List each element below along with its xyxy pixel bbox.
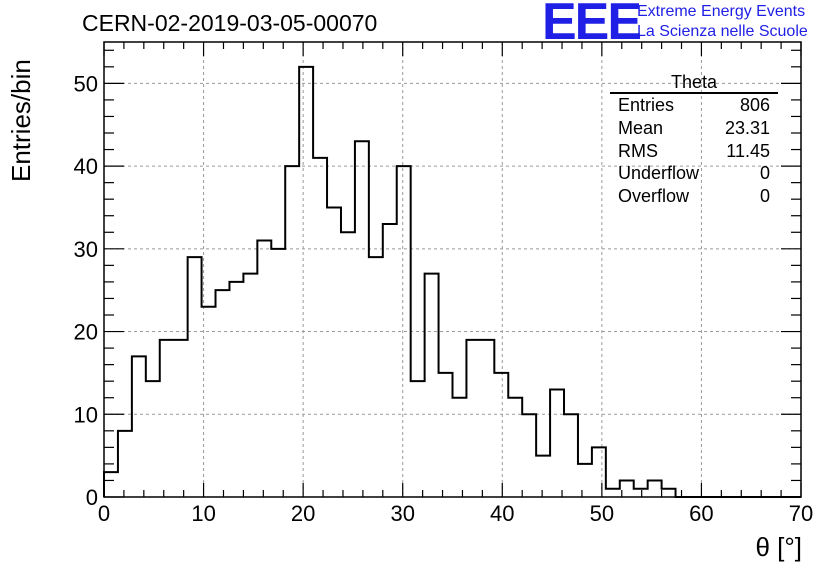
plot-frame	[103, 41, 802, 498]
stats-value: 23.31	[724, 117, 770, 138]
histogram-bin	[397, 166, 411, 497]
x-axis-title: θ [°]	[755, 532, 802, 562]
histogram-bin	[592, 447, 606, 497]
histogram-bin	[648, 480, 662, 497]
histogram-bin	[522, 414, 536, 497]
histogram-bin	[662, 489, 676, 497]
stats-row-mean: Mean 23.31	[610, 117, 778, 140]
logo-subtitle-line2: La Scienza nelle Scuole	[637, 23, 808, 40]
histogram-bin	[620, 480, 634, 497]
stats-value: 0	[759, 186, 770, 207]
stats-value: 806	[739, 95, 770, 115]
histogram-bin	[606, 489, 620, 497]
histogram-bin	[271, 249, 285, 497]
histogram-bin	[453, 398, 467, 497]
histogram-bin	[313, 158, 327, 497]
histogram-bin	[550, 389, 564, 497]
histogram-bin	[299, 67, 313, 497]
x-tick-label: 10	[191, 501, 215, 526]
y-tick-label: 50	[74, 71, 98, 96]
y-tick-label: 0	[86, 485, 98, 510]
histogram-bin	[174, 340, 188, 497]
histogram-bin	[118, 431, 132, 497]
stats-value: 0	[759, 163, 770, 184]
y-tick-label: 20	[74, 320, 98, 345]
histogram-bin	[257, 241, 271, 497]
x-tick-label: 70	[789, 501, 813, 526]
histogram-bin	[508, 398, 522, 497]
stats-label: Overflow	[618, 186, 690, 207]
histogram-bin	[341, 232, 355, 497]
histogram-bin	[243, 274, 257, 497]
histogram-bin	[466, 340, 480, 497]
x-tick-label: 40	[490, 501, 514, 526]
stats-label: RMS	[618, 140, 658, 161]
histogram-bin	[202, 307, 216, 497]
x-tick-label: 20	[291, 501, 315, 526]
y-tick-label: 30	[74, 237, 98, 262]
stats-label: Entries	[618, 95, 675, 115]
y-tick-label: 10	[74, 402, 98, 427]
stats-row-entries: Entries 806	[610, 94, 778, 117]
x-tick-label: 50	[590, 501, 614, 526]
histogram-bin	[578, 464, 592, 497]
stats-row-rms: RMS 11.45	[610, 140, 778, 163]
x-tick-label: 30	[390, 501, 414, 526]
histogram-bin	[383, 224, 397, 497]
stats-box: Theta Entries 806 Mean 23.31 RMS 11.45 U…	[610, 72, 778, 208]
histogram-bin	[146, 381, 160, 497]
histogram-bin	[369, 257, 383, 497]
histogram-bin	[188, 257, 202, 497]
stats-value: 11.45	[726, 140, 770, 161]
stats-label: Underflow	[618, 163, 700, 184]
histogram-series-line	[103, 65, 801, 498]
histogram-bin	[480, 340, 494, 497]
histogram-bin	[285, 166, 299, 497]
stats-label: Mean	[618, 117, 664, 138]
eee-logo-mark: EEE	[542, 0, 642, 51]
histogram-bin	[229, 282, 243, 497]
histogram-bin	[564, 414, 578, 497]
x-tick-label: 0	[98, 501, 110, 526]
histogram-bin	[160, 340, 174, 497]
histogram-bin	[216, 290, 230, 497]
run-id-title: CERN-02-2019-03-05-00070	[82, 10, 378, 36]
histogram-bin	[439, 373, 453, 497]
histogram-bin	[536, 456, 550, 497]
logo-subtitle-line1: Extreme Energy Events	[637, 3, 806, 20]
stats-row-underflow: Underflow 0	[610, 162, 778, 185]
histogram-bin	[327, 207, 341, 497]
histogram-bin	[634, 489, 648, 497]
histogram-bin	[132, 356, 146, 497]
x-tick-label: 60	[689, 501, 713, 526]
histogram-bin	[411, 381, 425, 497]
histogram-bin	[425, 274, 439, 497]
y-tick-label: 40	[74, 154, 98, 179]
stats-title: Theta	[610, 72, 778, 94]
histogram-bin	[355, 141, 369, 497]
y-axis-title: Entries/bin	[6, 59, 36, 182]
histogram-bin	[104, 472, 118, 497]
histogram-bin	[494, 373, 508, 497]
stats-row-overflow: Overflow 0	[610, 185, 778, 208]
